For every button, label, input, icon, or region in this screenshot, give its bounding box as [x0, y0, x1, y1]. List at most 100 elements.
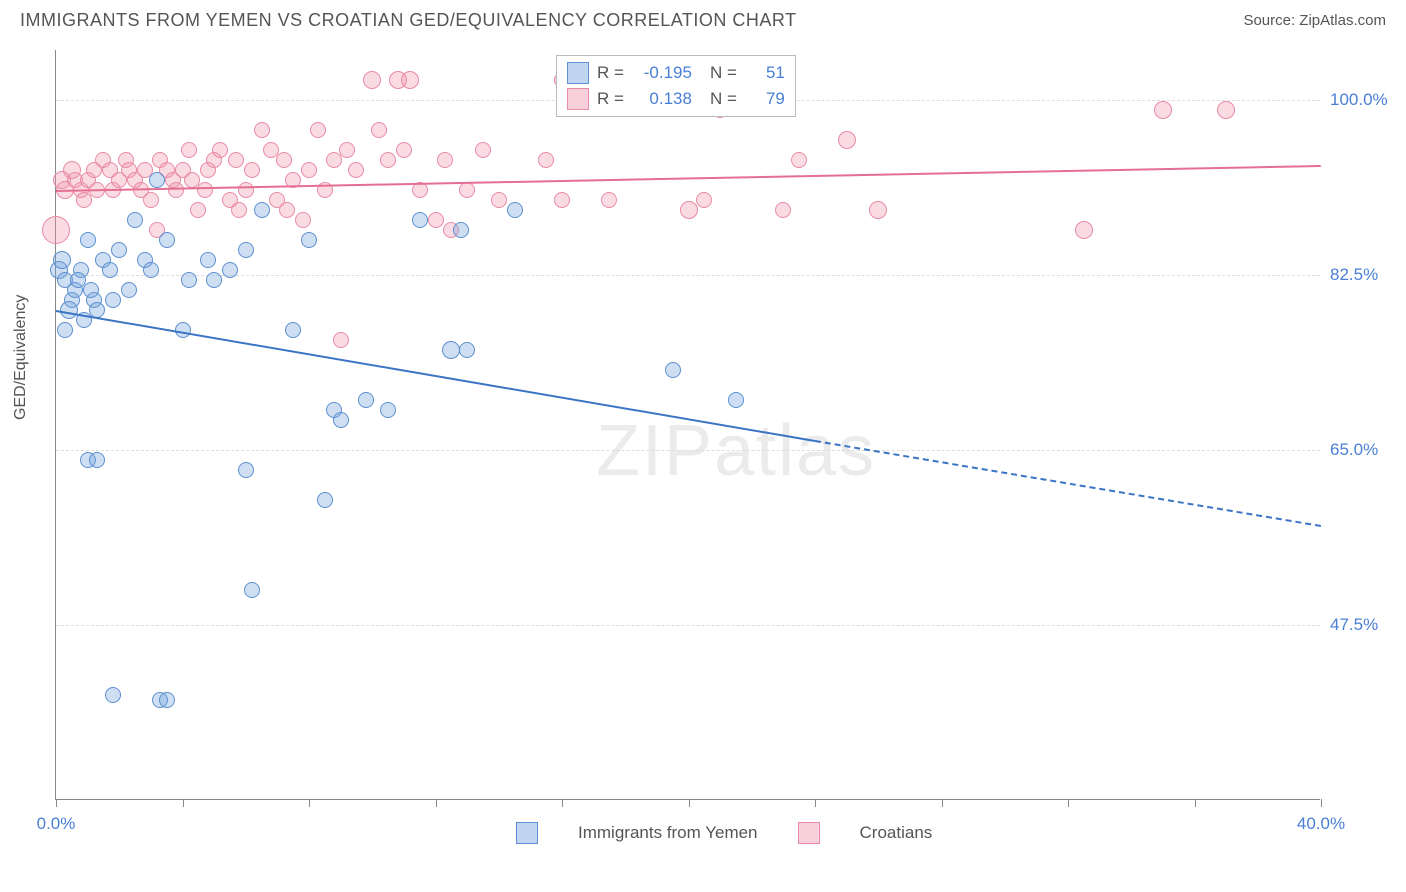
r-label: R =: [597, 63, 624, 83]
yemen-point: [159, 692, 175, 708]
croatian-r-value: 0.138: [632, 89, 692, 109]
croatian-point: [363, 71, 381, 89]
yemen-point: [453, 222, 469, 238]
yemen-legend-label: Immigrants from Yemen: [578, 823, 758, 843]
gridline: [56, 275, 1320, 276]
yemen-point: [412, 212, 428, 228]
x-tick: [183, 799, 184, 807]
y-axis-label: GED/Equivalency: [12, 295, 30, 420]
croatian-point: [775, 202, 791, 218]
croatian-point: [428, 212, 444, 228]
croatian-point: [401, 71, 419, 89]
croatian-point: [869, 201, 887, 219]
x-tick: [1195, 799, 1196, 807]
yemen-point: [102, 262, 118, 278]
gridline: [56, 625, 1320, 626]
yemen-point: [206, 272, 222, 288]
yemen-point: [358, 392, 374, 408]
yemen-point: [507, 202, 523, 218]
croatian-point: [181, 142, 197, 158]
yemen-point: [121, 282, 137, 298]
yemen-point: [159, 232, 175, 248]
croatian-point: [1154, 101, 1172, 119]
yemen-point: [83, 282, 99, 298]
yemen-point: [333, 412, 349, 428]
croatian-point: [301, 162, 317, 178]
yemen-point: [70, 272, 86, 288]
x-tick-label: 0.0%: [37, 814, 76, 834]
source-label: Source: ZipAtlas.com: [1243, 12, 1386, 29]
yemen-trendline: [56, 310, 815, 442]
x-tick: [815, 799, 816, 807]
croatian-point: [295, 212, 311, 228]
croatian-point: [168, 182, 184, 198]
x-tick: [689, 799, 690, 807]
x-tick-label: 40.0%: [1297, 814, 1345, 834]
yemen-point: [105, 292, 121, 308]
croatian-point: [437, 152, 453, 168]
yemen-point: [380, 402, 396, 418]
croatian-point: [538, 152, 554, 168]
yemen-point: [149, 172, 165, 188]
y-tick-label: 65.0%: [1330, 440, 1400, 460]
yemen-point: [301, 232, 317, 248]
yemen-point: [111, 242, 127, 258]
croatian-point: [491, 192, 507, 208]
x-tick: [1321, 799, 1322, 807]
croatian-point: [238, 182, 254, 198]
stats-row-yemen: R =-0.195N =51: [567, 60, 785, 86]
croatian-point: [680, 201, 698, 219]
yemen-point: [238, 462, 254, 478]
croatian-point: [696, 192, 712, 208]
croatian-legend-label: Croatians: [860, 823, 933, 843]
x-tick: [436, 799, 437, 807]
yemen-point: [127, 212, 143, 228]
yemen-point: [60, 301, 78, 319]
croatian-point: [475, 142, 491, 158]
chart-title: IMMIGRANTS FROM YEMEN VS CROATIAN GED/EQ…: [20, 10, 797, 31]
croatian-point: [1075, 221, 1093, 239]
croatian-point: [554, 192, 570, 208]
croatian-point: [459, 182, 475, 198]
croatian-point: [212, 142, 228, 158]
yemen-point: [222, 262, 238, 278]
croatian-point: [231, 202, 247, 218]
yemen-point: [317, 492, 333, 508]
yemen-point: [80, 232, 96, 248]
yemen-point: [105, 687, 121, 703]
croatian-point: [838, 131, 856, 149]
x-tick: [309, 799, 310, 807]
croatian-point: [371, 122, 387, 138]
x-tick: [562, 799, 563, 807]
n-label: N =: [710, 89, 737, 109]
yemen-point: [244, 582, 260, 598]
yemen-point: [200, 252, 216, 268]
croatian-swatch-icon: [798, 822, 820, 844]
croatian-point: [42, 216, 70, 244]
stats-row-croatian: R =0.138N =79: [567, 86, 785, 112]
watermark: ZIPatlas: [596, 410, 876, 492]
y-tick-label: 82.5%: [1330, 265, 1400, 285]
croatian-point: [791, 152, 807, 168]
yemen-point: [254, 202, 270, 218]
r-label: R =: [597, 89, 624, 109]
croatian-point: [244, 162, 260, 178]
croatian-point: [197, 182, 213, 198]
croatian-point: [228, 152, 244, 168]
x-tick: [1068, 799, 1069, 807]
n-label: N =: [710, 63, 737, 83]
croatian-point: [348, 162, 364, 178]
croatian-point: [254, 122, 270, 138]
croatian-point: [333, 332, 349, 348]
x-tick: [942, 799, 943, 807]
yemen-point: [238, 242, 254, 258]
chart-plot-area: ZIPatlas 47.5%65.0%82.5%100.0%0.0%40.0%R…: [55, 50, 1320, 800]
yemen-swatch-icon: [567, 62, 589, 84]
yemen-r-value: -0.195: [632, 63, 692, 83]
croatian-point: [190, 202, 206, 218]
yemen-point: [459, 342, 475, 358]
y-tick-label: 100.0%: [1330, 90, 1400, 110]
yemen-point: [57, 322, 73, 338]
yemen-point: [143, 262, 159, 278]
yemen-point: [285, 322, 301, 338]
